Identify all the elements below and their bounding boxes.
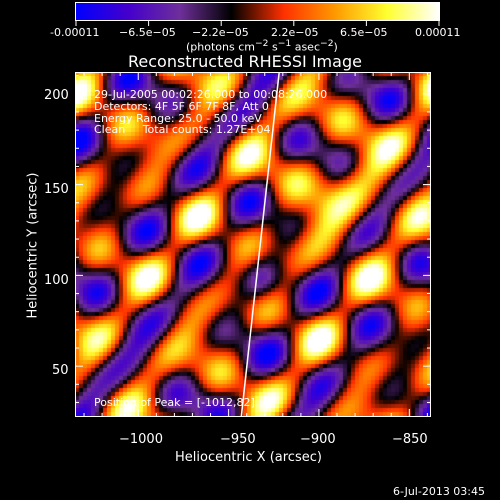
info-energy-range: Energy Range: 25.0 - 50.0 keV [94, 112, 262, 125]
colorbar-tick-label-2: −2.2e−05 [192, 26, 249, 39]
x-tick-label-0: −1000 [119, 432, 163, 447]
x-tick-label-1: −950 [220, 432, 256, 447]
info-peak-position: Position of Peak = [-1012,82] [94, 396, 255, 409]
colorbar-tick-label-0: -0.00011 [50, 26, 100, 39]
y-tick-label-2: 150 [44, 182, 69, 197]
colorbar-tick-label-3: 2.2e−05 [271, 26, 319, 39]
colorbar-tick-label-1: −6.5e−05 [119, 26, 176, 39]
y-tick-label-1: 100 [44, 273, 69, 288]
image-plot-area [75, 72, 431, 417]
colorbar [75, 2, 440, 21]
info-detectors: Detectors: 4F 5F 6F 7F 8F, Att 0 [94, 100, 269, 113]
limb-line-layer [240, 72, 280, 417]
y-tick-label-0: 50 [52, 363, 69, 378]
heatmap-image [75, 72, 431, 417]
colorbar-tick-label-4: 6.5e−05 [340, 26, 388, 39]
x-tick-label-3: −850 [392, 432, 428, 447]
info-time-range: 29-Jul-2005 00:02:26.000 to 00:08:26.000 [94, 88, 328, 101]
y-axis-label: Heliocentric Y (arcsec) [25, 172, 41, 319]
plot-title: Reconstructed RHESSI Image [128, 52, 362, 71]
y-tick-label-3: 200 [44, 88, 69, 103]
colorbar-tick-label-5: 0.00011 [415, 26, 461, 39]
solar-limb-line [240, 72, 280, 417]
info-clean-counts: Clean Total counts: 1.27E+04 [94, 123, 271, 136]
footer-timestamp: 6-Jul-2013 03:45 [393, 485, 486, 498]
colorbar-ticks [75, 21, 440, 26]
x-axis-label: Heliocentric X (arcsec) [175, 450, 322, 465]
colorbar-unit-label: (photons cm−2 s−1 asec−2) [186, 38, 338, 54]
x-tick-label-2: −900 [300, 432, 336, 447]
